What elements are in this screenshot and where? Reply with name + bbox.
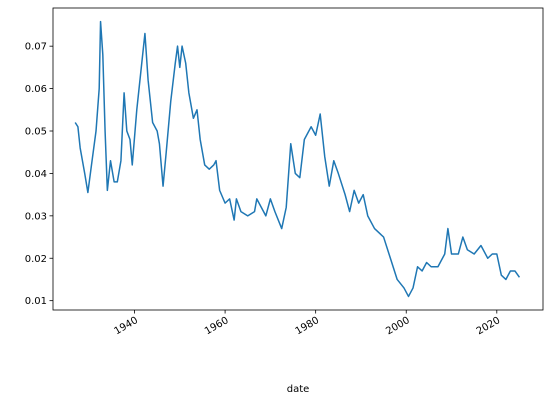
- y-tick-label: 0.02: [25, 254, 47, 265]
- y-tick-label: 0.04: [25, 169, 47, 180]
- y-tick-label: 0.05: [25, 127, 47, 138]
- x-axis-label: date: [287, 384, 310, 395]
- x-tick-label: 1940: [112, 315, 140, 337]
- data-line: [74, 20, 521, 298]
- y-tick-label: 0.03: [25, 211, 47, 222]
- y-tick-label: 0.07: [25, 42, 47, 53]
- y-tick-label: 0.06: [25, 84, 47, 95]
- x-tick-label: 2000: [384, 315, 412, 337]
- x-tick-label: 2020: [475, 315, 503, 337]
- x-tick-label: 1980: [294, 315, 322, 337]
- y-tick-label: 0.01: [25, 296, 47, 307]
- x-tick-label: 1960: [203, 315, 231, 337]
- plot-frame: [52, 7, 544, 311]
